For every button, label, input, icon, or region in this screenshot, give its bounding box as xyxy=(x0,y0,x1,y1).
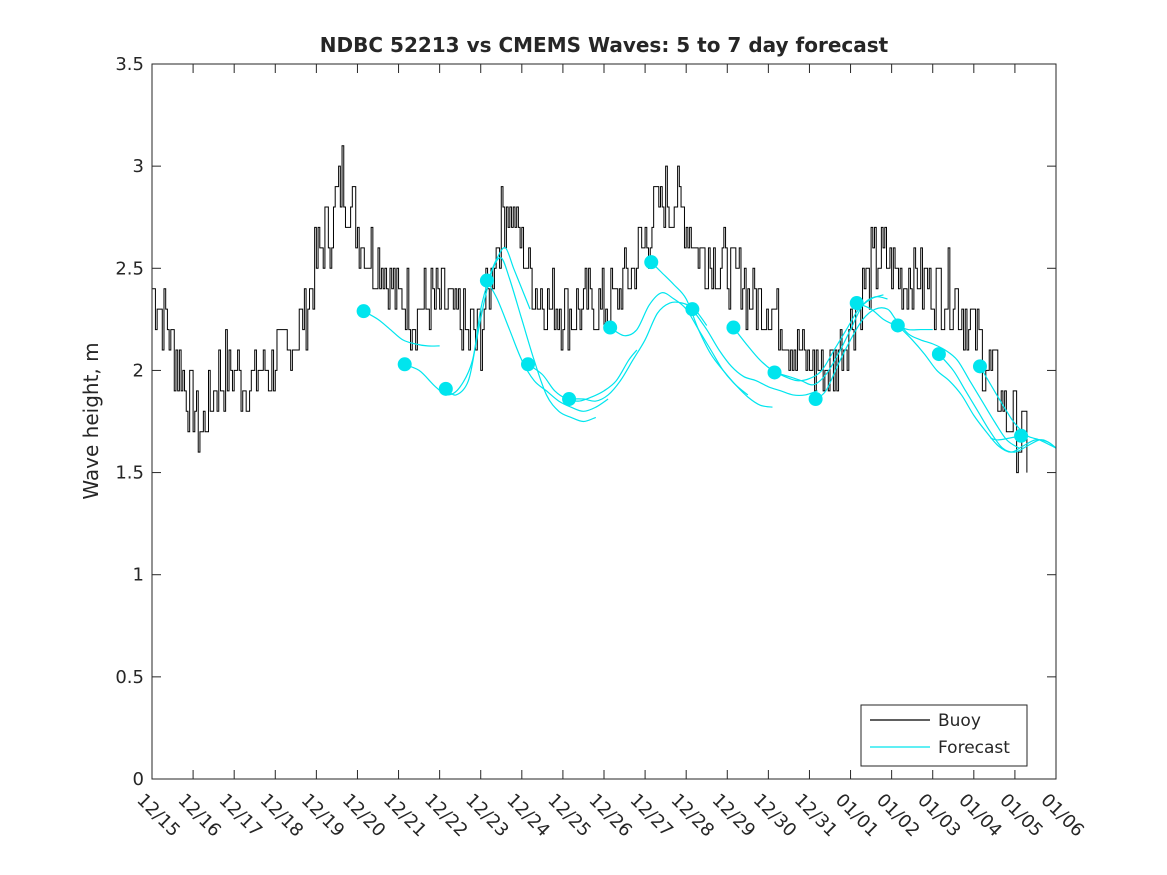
x-tick-label: 01/02 xyxy=(872,790,924,842)
forecast-line-5 xyxy=(569,301,708,402)
forecast-line-3 xyxy=(486,280,609,412)
forecast-marker-2 xyxy=(438,381,453,396)
y-tick-label: 2.5 xyxy=(115,258,144,279)
x-tick-label: 12/29 xyxy=(708,790,760,842)
forecast-line-13 xyxy=(897,325,1057,453)
x-tick-label: 01/03 xyxy=(913,790,965,842)
forecast-marker-0 xyxy=(356,304,371,319)
y-tick-label: 0.5 xyxy=(115,667,144,688)
forecast-marker-6 xyxy=(603,320,618,335)
forecast-marker-13 xyxy=(890,318,905,333)
forecast-line-8 xyxy=(691,308,818,397)
y-axis-label: Wave height, m xyxy=(79,342,103,499)
x-tick-label: 12/25 xyxy=(543,790,595,842)
y-tick-label: 1 xyxy=(133,565,144,586)
chart-title: NDBC 52213 vs CMEMS Waves: 5 to 7 day fo… xyxy=(320,33,889,57)
y-tick-label: 3 xyxy=(133,156,144,177)
forecast-markers xyxy=(356,255,1029,443)
forecast-marker-9 xyxy=(726,320,741,335)
y-tick-label: 0 xyxy=(133,769,144,790)
y-axis: 0 0.5 1 1.5 2 2.5 3 3.5 xyxy=(115,54,1056,790)
forecast-marker-14 xyxy=(931,347,946,362)
legend-forecast-label: Forecast xyxy=(938,738,1010,758)
legend-buoy-label: Buoy xyxy=(938,711,981,731)
legend-box xyxy=(860,704,1028,767)
forecast-line-14 xyxy=(938,353,1057,453)
y-tick-label: 1.5 xyxy=(115,463,144,484)
forecast-marker-11 xyxy=(808,392,823,407)
forecast-line-11 xyxy=(815,307,1020,449)
forecast-marker-3 xyxy=(479,273,494,288)
x-tick-label: 01/05 xyxy=(995,790,1047,842)
forecast-marker-15 xyxy=(972,359,987,374)
x-tick-label: 12/19 xyxy=(297,790,349,842)
forecast-line-1 xyxy=(402,247,531,396)
forecast-marker-1 xyxy=(397,357,412,372)
x-tick-label: 12/15 xyxy=(132,790,184,842)
forecast-marker-16 xyxy=(1014,428,1029,443)
forecast-marker-12 xyxy=(849,296,864,311)
x-tick-label: 12/20 xyxy=(338,790,390,842)
forecast-marker-4 xyxy=(520,357,535,372)
x-tick-label: 12/24 xyxy=(502,790,554,842)
forecast-line-0 xyxy=(363,310,440,347)
x-tick-label: 01/01 xyxy=(831,790,883,842)
buoy-line xyxy=(152,145,1028,474)
x-tick-label: 12/22 xyxy=(420,790,472,842)
x-tick-label: 12/28 xyxy=(667,790,719,842)
x-tick-label: 12/21 xyxy=(379,790,431,842)
forecast-line-2 xyxy=(445,257,596,423)
forecast-marker-5 xyxy=(562,392,577,407)
forecast-marker-10 xyxy=(767,365,782,380)
forecast-line-15 xyxy=(979,366,1057,449)
forecast-line-7 xyxy=(650,261,773,408)
x-tick-label: 12/26 xyxy=(584,790,636,842)
buoy-series xyxy=(152,145,1028,474)
x-tick-label: 01/04 xyxy=(954,790,1006,842)
plot-area xyxy=(151,63,1057,780)
y-tick-label: 2 xyxy=(133,360,144,381)
x-tick-label: 12/18 xyxy=(256,790,308,842)
forecast-marker-7 xyxy=(644,255,659,270)
legend: Buoy Forecast xyxy=(860,704,1028,767)
x-tick-label: 12/23 xyxy=(461,790,513,842)
y-tick-label: 3.5 xyxy=(115,54,144,75)
x-tick-label: 12/27 xyxy=(626,790,678,842)
x-tick-label: 12/30 xyxy=(749,790,801,842)
x-tick-label: 12/17 xyxy=(215,790,267,842)
plot-background xyxy=(152,64,1056,779)
forecast-line-10 xyxy=(774,296,888,386)
x-tick-label: 12/31 xyxy=(790,790,842,842)
forecast-marker-8 xyxy=(685,302,700,317)
x-tick-label: 12/16 xyxy=(174,790,226,842)
x-tick-label: 01/06 xyxy=(1036,790,1088,842)
